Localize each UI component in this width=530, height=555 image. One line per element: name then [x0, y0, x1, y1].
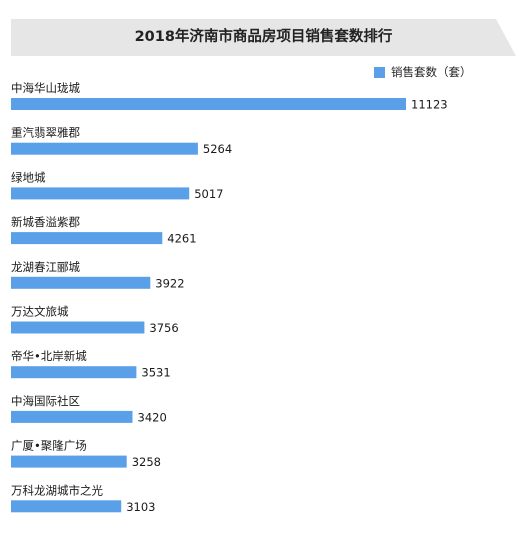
category-label: 重汽翡翠雅郡	[11, 126, 80, 140]
bar	[11, 187, 190, 200]
category-label: 万科龙湖城市之光	[11, 483, 103, 497]
bar	[11, 232, 163, 245]
category-label: 广厦•聚隆广场	[11, 439, 87, 453]
data-label: 5264	[203, 142, 232, 156]
category-label: 绿地城	[11, 170, 46, 184]
data-label: 3531	[141, 366, 170, 380]
category-label: 中海华山珑城	[11, 81, 80, 95]
category-label: 万达文旅城	[11, 305, 69, 319]
bar	[11, 321, 145, 334]
bar	[11, 142, 198, 155]
data-label: 3103	[126, 500, 155, 514]
legend-label: 销售套数（套）	[391, 65, 472, 79]
bar	[11, 500, 122, 513]
bar	[11, 276, 151, 289]
category-label: 中海国际社区	[11, 394, 80, 408]
chart-title: 2018年济南市商品房项目销售套数排行	[134, 29, 393, 45]
bar	[11, 366, 137, 379]
bar	[11, 98, 406, 110]
data-label: 4261	[167, 232, 196, 246]
category-label: 新城香溢紫郡	[11, 215, 80, 229]
data-label: 3258	[132, 455, 161, 469]
data-label: 3420	[138, 410, 167, 424]
data-label: 11123	[411, 98, 448, 112]
legend: 销售套数（套）	[374, 64, 472, 80]
title-band: 2018年济南市商品房项目销售套数排行	[11, 19, 521, 56]
category-label: 龙湖春江郦城	[11, 260, 80, 274]
data-label: 5017	[194, 187, 223, 201]
legend-swatch	[374, 66, 385, 78]
title-band-shape	[11, 19, 516, 56]
data-label: 3756	[149, 321, 178, 335]
data-label: 3922	[155, 276, 184, 290]
bar	[11, 455, 127, 468]
bar	[11, 410, 133, 423]
category-label: 帝华•北岸新城	[11, 349, 87, 363]
